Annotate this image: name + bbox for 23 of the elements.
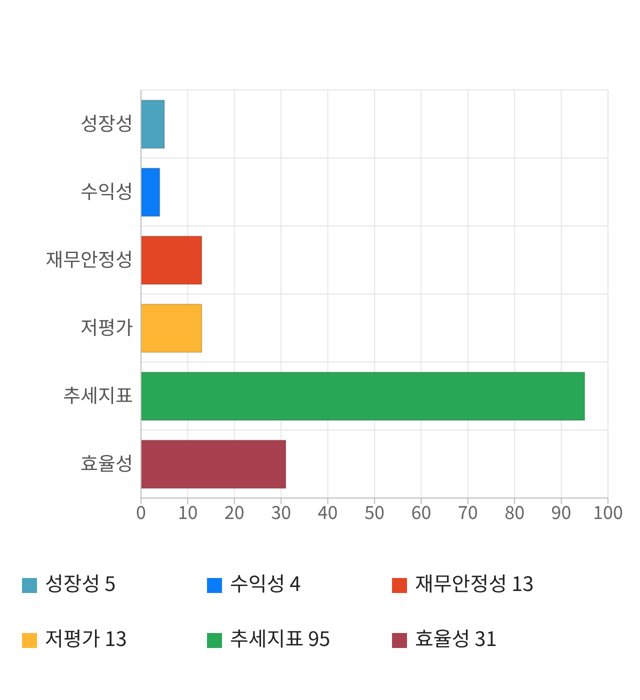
x-tick-label: 70 [458,498,478,525]
x-tick-label: 50 [364,498,384,525]
x-tick-label: 80 [504,498,525,525]
legend-label: 저평가 13 [45,623,127,652]
x-tick-label: 90 [551,498,572,525]
x-tick-label: 40 [318,498,338,525]
x-tick-label: 30 [271,498,292,525]
legend-label: 성장성 5 [45,568,116,597]
x-tick-label: 10 [178,498,198,525]
x-tick-label: 0 [136,498,146,525]
x-tick-label: 60 [411,498,432,525]
y-tick-label: 효율성 [80,450,133,477]
x-tick-label: 100 [593,498,623,525]
legend-label: 추세지표 95 [230,623,330,652]
x-tick-label: 20 [224,498,244,525]
legend-label: 재무안정성 13 [415,568,534,597]
y-tick-label: 추세지표 [63,382,133,409]
legend-label: 수익성 4 [230,568,301,597]
y-tick-label: 수익성 [80,178,133,205]
y-tick-label: 성장성 [80,110,133,137]
legend-label: 효율성 31 [415,623,497,652]
y-tick-label: 저평가 [80,314,133,341]
y-tick-label: 재무안정성 [46,246,133,273]
